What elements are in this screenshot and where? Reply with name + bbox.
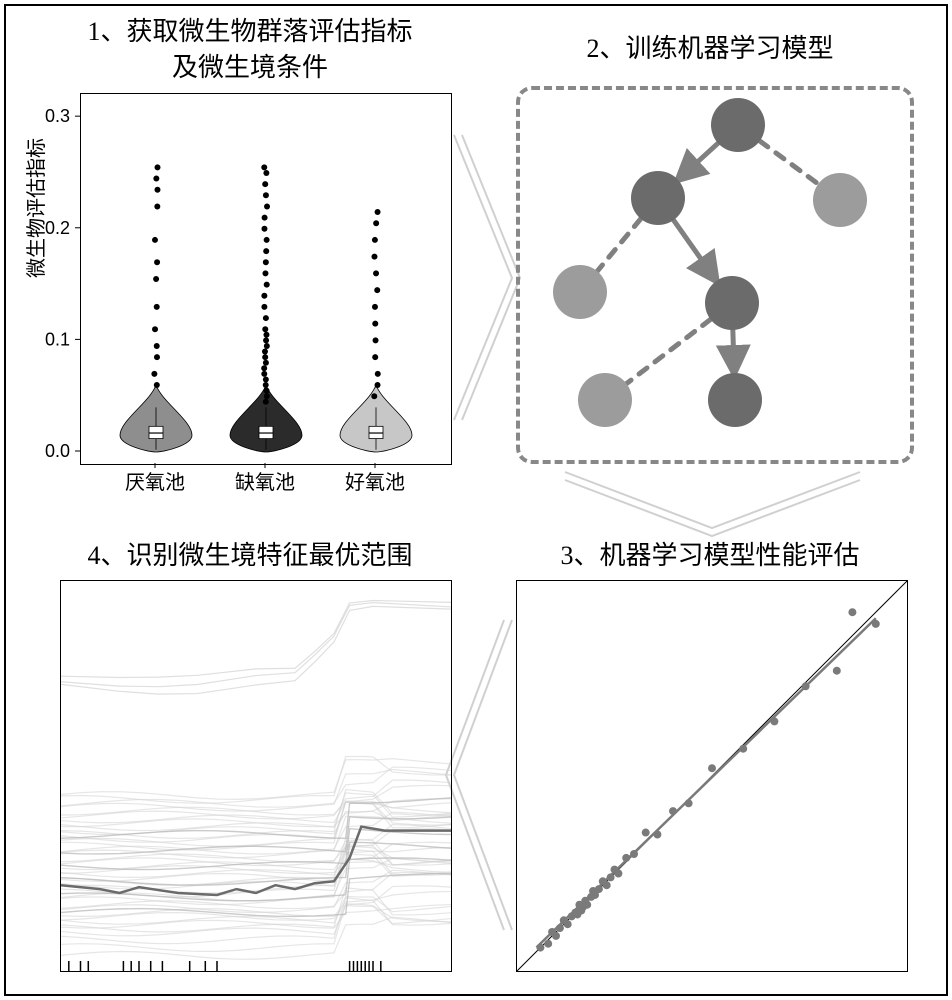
panel-3-svg (517, 581, 907, 971)
panel-3-axes (516, 580, 908, 972)
panel-1-title: 1、获取微生物群落评估指标及微生境条件 (30, 14, 470, 87)
panel-2-box (516, 86, 914, 464)
panel-3-title: 3、机器学习模型性能评估 (490, 535, 930, 572)
panel-4-svg (61, 581, 451, 971)
panel-2-title: 2、训练机器学习模型 (490, 28, 930, 65)
panel-4-axes (60, 580, 452, 972)
panel-1-ylabel: 微生物评估指标 (20, 138, 49, 278)
panel-1-svg (81, 94, 451, 464)
panel-4-title: 4、识别微生境特征最优范围 (30, 535, 470, 572)
panel-1-axes (80, 93, 452, 465)
